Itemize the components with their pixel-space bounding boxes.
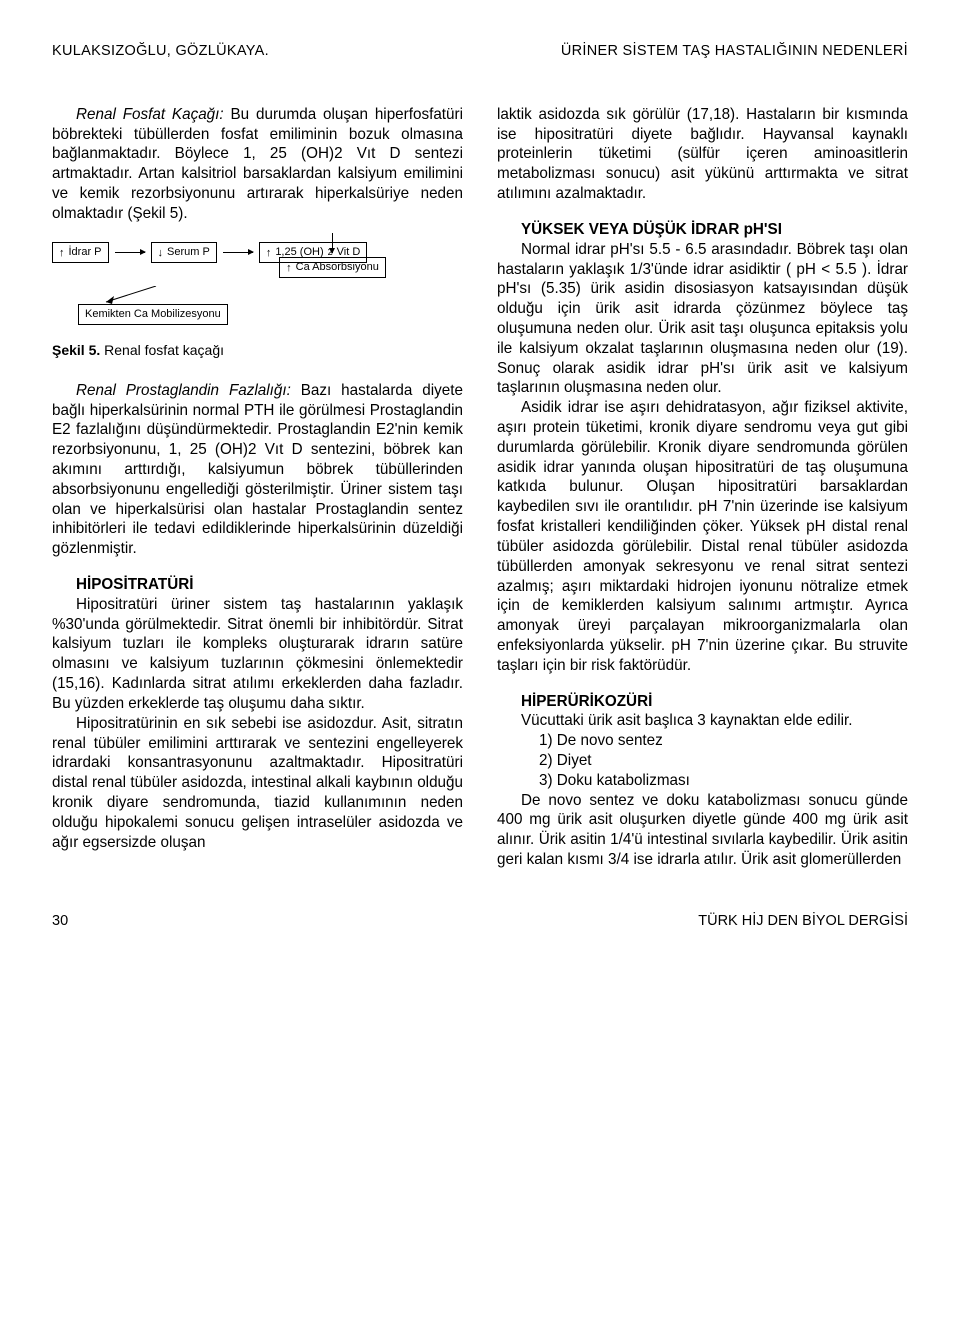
left-column: Renal Fosfat Kaçağı: Bu durumda oluşan h…: [52, 105, 463, 870]
heading-hiperürikozüri: HİPERÜRİKOZÜRİ: [497, 692, 908, 712]
up-arrow-icon: ↑: [286, 263, 292, 274]
heading-idrar-ph: YÜKSEK VEYA DÜŞÜK İDRAR pH'SI: [497, 220, 908, 240]
figure-row-2: Kemikten Ca Mobilizesyonu: [52, 286, 463, 325]
diagonal-arrow-icon: [104, 286, 158, 304]
fig-box-idrar-p: ↑ İdrar P: [52, 242, 109, 263]
up-arrow-icon: ↑: [266, 248, 272, 259]
para-hipo-1: Hipositratüri üriner sistem taş hastalar…: [52, 595, 463, 714]
page-header: KULAKSIZOĞLU, GÖZLÜKAYA. ÜRİNER SİSTEM T…: [52, 42, 908, 61]
figure-caption-text: Renal fosfat kaçağı: [100, 342, 224, 358]
header-authors: KULAKSIZOĞLU, GÖZLÜKAYA.: [52, 42, 269, 61]
journal-name: TÜRK HİJ DEN BİYOL DERGİSİ: [698, 912, 908, 931]
para-prostaglandin: Renal Prostaglandin Fazlalığı: Bazı hast…: [52, 381, 463, 559]
text-renal-fosfat: Bu durumda oluşan hiperfosfatüri böbrekt…: [52, 106, 463, 222]
up-arrow-icon: ↑: [59, 248, 65, 259]
para-ph-1: Normal idrar pH'sı 5.5 - 6.5 arasındadır…: [497, 240, 908, 399]
fig-box-kemikten: Kemikten Ca Mobilizesyonu: [78, 304, 228, 325]
lead-prostaglandin: Renal Prostaglandin Fazlalığı:: [76, 382, 291, 399]
heading-hipositratüri: HİPOSİTRATÜRİ: [52, 575, 463, 595]
list-item-1: 1) De novo sentez: [497, 731, 908, 751]
list-item-3: 3) Doku katabolizması: [497, 771, 908, 791]
fig-box-ca-absorb-label: Ca Absorbsiyonu: [296, 262, 379, 273]
para-hipo-2: Hipositratürinin en sık sebebi ise asido…: [52, 714, 463, 853]
fig-box-serum-p: ↓Serum P: [151, 242, 217, 263]
figure-5: ↑İdrar P ↓Serum P ↑1,25 (OH)2 Vit D ↑Ca …: [52, 242, 463, 357]
para-urik-intro: Vücuttaki ürik asit başlıca 3 kaynaktan …: [497, 711, 908, 731]
figure-caption: Şekil 5. Renal fosfat kaçağı: [52, 343, 463, 357]
arrow-right-icon: [115, 252, 145, 253]
fig-box-idrar-p-label: İdrar P: [69, 247, 102, 258]
header-title: ÜRİNER SİSTEM TAŞ HASTALIĞININ NEDENLERİ: [561, 42, 908, 61]
down-arrow-icon: ↓: [158, 248, 164, 259]
para-renal-fosfat: Renal Fosfat Kaçağı: Bu durumda oluşan h…: [52, 105, 463, 224]
page-footer: 30 TÜRK HİJ DEN BİYOL DERGİSİ: [52, 912, 908, 931]
arrow-right-icon: [223, 252, 253, 253]
text-prostaglandin: Bazı hastalarda diyete bağlı hiperkalsür…: [52, 382, 463, 558]
fig-box-serum-p-label: Serum P: [167, 247, 210, 258]
figure-caption-num: Şekil 5.: [52, 342, 100, 358]
list-item-2: 2) Diyet: [497, 751, 908, 771]
para-urik-body: De novo sentez ve doku katabolizması son…: [497, 791, 908, 870]
lead-renal-fosfat: Renal Fosfat Kaçağı:: [76, 106, 224, 123]
down-arrow-icon: [332, 233, 333, 253]
para-laktik: laktik asidozda sık görülür (17,18). Has…: [497, 105, 908, 204]
two-column-body: Renal Fosfat Kaçağı: Bu durumda oluşan h…: [52, 105, 908, 870]
page-number: 30: [52, 912, 68, 931]
fig-box-kemikten-label: Kemikten Ca Mobilizesyonu: [85, 309, 221, 320]
fig-box-ca-absorb: ↑ Ca Absorbsiyonu: [279, 257, 386, 278]
right-column: laktik asidozda sık görülür (17,18). Has…: [497, 105, 908, 870]
para-ph-2: Asidik idrar ise aşırı dehidratasyon, ağ…: [497, 398, 908, 675]
